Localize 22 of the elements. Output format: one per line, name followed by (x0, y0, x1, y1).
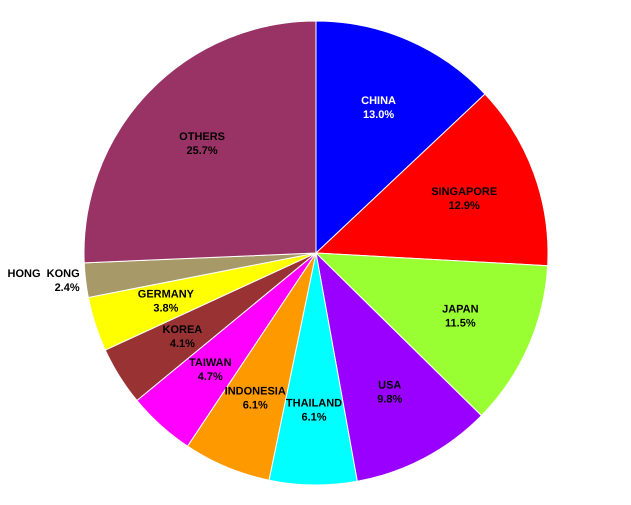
data-label: 3.8% (153, 302, 179, 314)
slice-label: KOREA (162, 324, 202, 336)
slice-label: INDONESIA (224, 386, 286, 398)
data-label: 6.1% (301, 412, 327, 424)
data-label: 4.7% (198, 371, 224, 384)
slice-label: USA (378, 379, 402, 392)
slice-label: CHINA (361, 95, 396, 108)
data-label: 12.9% (448, 200, 480, 212)
slice-label: GERMANY (138, 288, 195, 300)
slice-label: SINGAPORE (431, 186, 498, 198)
data-label: 9.8% (377, 393, 403, 406)
data-label: 6.1% (242, 400, 268, 412)
slice-label: THAILAND (286, 398, 342, 410)
data-label: 13.0% (362, 109, 394, 122)
slice-label: JAPAN (442, 304, 479, 316)
data-label: 4.1% (170, 338, 196, 350)
data-label: 2.4% (54, 282, 80, 294)
data-label: 25.7% (186, 144, 218, 157)
data-label: 11.5% (445, 318, 476, 330)
slice-label: HONG KONG (8, 268, 80, 280)
slice-label: TAIWAN (188, 357, 232, 370)
slice-label: OTHERS (179, 130, 226, 143)
